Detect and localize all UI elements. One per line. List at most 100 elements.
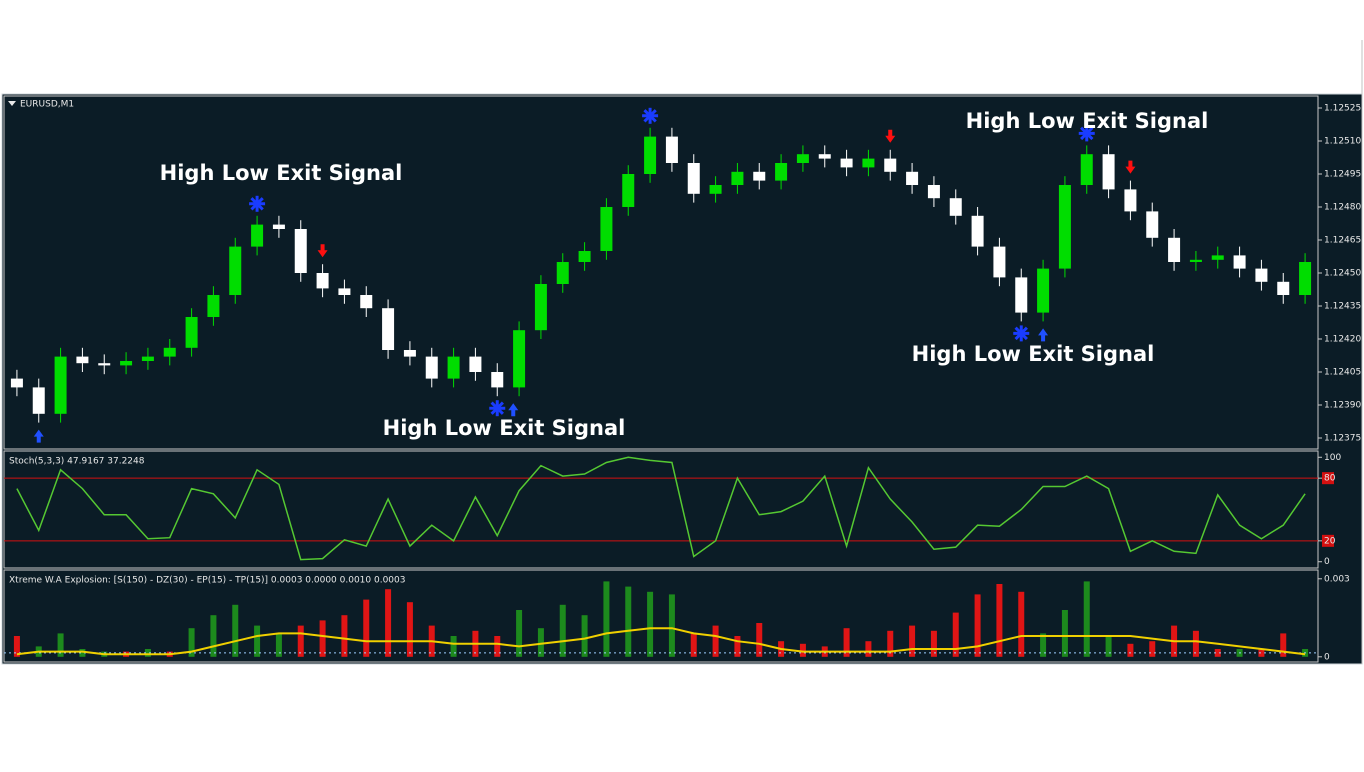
y-tick-label: 1.12525 xyxy=(1324,104,1361,114)
exit-star xyxy=(1014,326,1028,341)
histogram-bar xyxy=(319,620,326,657)
histogram-bar xyxy=(930,630,937,657)
y-tick-label: 1.12375 xyxy=(1324,434,1361,444)
histogram-bar xyxy=(494,636,501,657)
exit-star xyxy=(643,109,657,123)
sell-arrow xyxy=(885,129,896,143)
level-label-box xyxy=(1322,534,1334,547)
candle-body xyxy=(76,356,89,364)
y-tick-label: 1.12510 xyxy=(1324,137,1361,147)
candle-body xyxy=(556,262,569,284)
candle-body xyxy=(578,251,591,262)
candle-body xyxy=(141,356,154,361)
histogram-bar xyxy=(625,586,632,657)
candle-body xyxy=(1015,277,1028,313)
y-tick-label: 0 xyxy=(1324,557,1330,567)
candle-body xyxy=(1211,255,1224,260)
histogram-bar xyxy=(647,591,654,657)
y-tick-label: 1.12495 xyxy=(1324,170,1361,180)
exit-star xyxy=(490,401,504,415)
sell-arrow xyxy=(317,244,328,258)
candle-body xyxy=(185,317,198,348)
histogram-bar xyxy=(603,581,610,657)
histogram-bar xyxy=(232,604,239,657)
candle-body xyxy=(1037,268,1050,313)
histogram-bar xyxy=(57,633,64,657)
y-tick-label: 1.12480 xyxy=(1324,203,1361,213)
candle-body xyxy=(447,356,460,379)
candle-body xyxy=(1102,154,1115,190)
candle-body xyxy=(1299,262,1312,295)
histogram-bar xyxy=(799,643,806,657)
y-tick-label: 20 xyxy=(1324,536,1336,546)
candle-body xyxy=(1277,281,1290,295)
candle-body xyxy=(775,163,788,181)
candle-body xyxy=(120,361,133,366)
histogram-bar xyxy=(581,615,588,657)
candle-body xyxy=(753,171,766,181)
y-tick-label: 1.12420 xyxy=(1324,335,1361,345)
histogram-bar xyxy=(865,641,872,657)
histogram-bar xyxy=(13,636,20,657)
histogram-bar xyxy=(1258,649,1265,657)
histogram-bar xyxy=(385,589,392,657)
stoch-title: Stoch(5,3,3) 47.9167 37.2248 xyxy=(9,457,145,467)
histogram-bar xyxy=(1192,630,1199,657)
candle-body xyxy=(54,356,67,414)
candle-body xyxy=(316,273,329,289)
candle-body xyxy=(469,356,482,372)
y-tick-label: 1.12450 xyxy=(1324,269,1361,279)
annotation: High Low Exit Signal xyxy=(160,161,403,185)
buy-arrow xyxy=(1038,328,1049,342)
exit-star xyxy=(1080,126,1094,141)
candle-body xyxy=(906,171,919,185)
histogram-bar xyxy=(341,615,348,657)
exit-star xyxy=(250,197,264,211)
histogram-bar xyxy=(1280,633,1287,657)
histogram-bar xyxy=(144,649,151,657)
histogram-bar xyxy=(887,630,894,657)
candle-body xyxy=(1168,237,1181,262)
histogram-bar xyxy=(1018,591,1025,657)
histogram-bar xyxy=(952,612,959,657)
candle-body xyxy=(731,171,744,185)
histogram-bar xyxy=(909,625,916,657)
histogram-bar xyxy=(1214,649,1221,657)
histogram-bar xyxy=(1105,636,1112,657)
candle-body xyxy=(207,295,220,317)
candle-body xyxy=(1058,185,1071,269)
histogram-panel xyxy=(3,569,1319,663)
candle-body xyxy=(491,372,504,388)
candle-body xyxy=(600,207,613,251)
histogram-bar xyxy=(297,625,304,657)
histogram-bar xyxy=(1127,643,1134,657)
candle-body xyxy=(840,158,853,168)
annotation: High Low Exit Signal xyxy=(912,342,1155,366)
candle-body xyxy=(709,185,722,194)
candle-body xyxy=(1189,259,1202,262)
candle-body xyxy=(338,288,351,295)
histogram-bar xyxy=(1149,641,1156,657)
menu-triangle[interactable] xyxy=(8,101,16,106)
candle-body xyxy=(163,347,176,357)
histogram-bar xyxy=(275,633,282,657)
candle-body xyxy=(687,163,700,194)
symbol-title: EURUSD,M1 xyxy=(20,100,74,110)
level-label-box xyxy=(1322,472,1334,485)
candle-body xyxy=(272,224,285,229)
candle-body xyxy=(10,378,23,388)
candle-body xyxy=(1233,255,1246,269)
candle-body xyxy=(1124,189,1137,212)
candle-body xyxy=(403,350,416,357)
candle-body xyxy=(971,215,984,247)
candle-body xyxy=(32,387,45,414)
stoch-line xyxy=(16,456,1306,561)
y-tick-label: 1.12435 xyxy=(1324,302,1361,312)
histogram-bar xyxy=(690,633,697,657)
buy-arrow xyxy=(508,403,519,417)
histogram-bar xyxy=(210,615,217,657)
candle-body xyxy=(1255,268,1268,282)
y-tick-label: 0.003 xyxy=(1324,574,1350,584)
